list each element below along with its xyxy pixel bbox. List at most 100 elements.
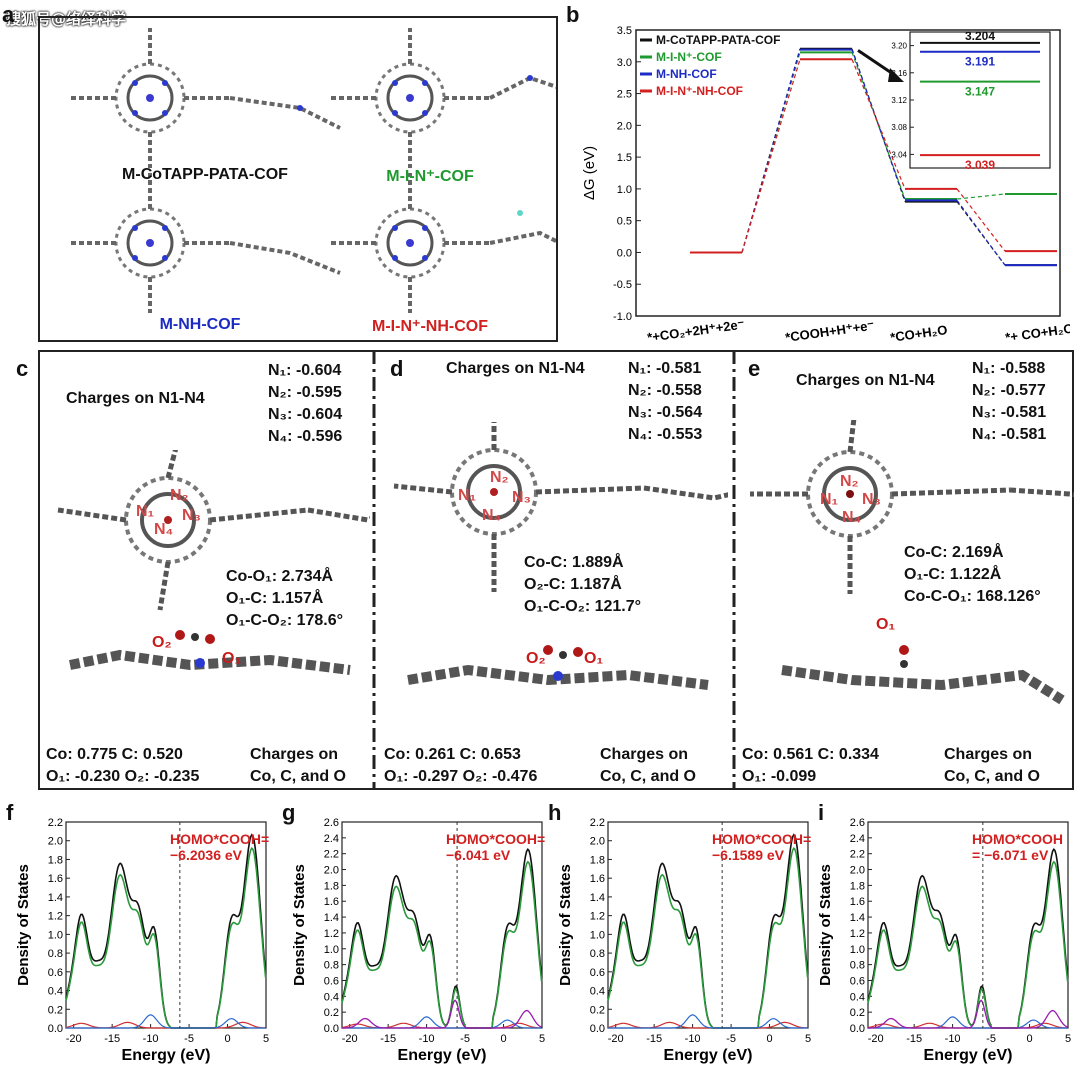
x-tick-label: 5 <box>263 1033 269 1045</box>
connector <box>956 201 1006 266</box>
x-axis-label: Energy (eV) <box>664 1047 753 1064</box>
panel-d-geometry: Co-C: 1.889Å O₂-C: 1.187Å O₁-C-O₂: 121.7° <box>524 554 642 615</box>
inset-value-label: 3.204 <box>965 29 995 43</box>
panel-a-frame: M-CoTAPP-PATA-COF M-I-N⁺-COF M-NH-COF M-… <box>38 16 558 342</box>
inset-y-tick-label: 3.16 <box>891 69 907 78</box>
panel-e-charges-caption: Charges on Co, C, and O <box>944 746 1040 785</box>
dos-chart-i: 0.0 0.2 0.4 0.6 0.8 1.0 1.2 1.4 1.6 1.8 2.0 2.2 2.4 2… <box>817 817 1071 1064</box>
y-tick-label: 0.5 <box>617 216 632 228</box>
y-tick-label: 1.6 <box>850 896 865 908</box>
x-tick-label: 0 <box>500 1033 506 1045</box>
x-tick-label: -20 <box>868 1033 884 1045</box>
y-axis-label: Density of States <box>291 864 308 986</box>
panel-d-charges-caption: Charges on Co, C, and O <box>600 746 696 785</box>
y-tick-label: 1.0 <box>590 929 605 941</box>
y-tick-label: 0.8 <box>324 960 339 972</box>
dos-green <box>341 860 543 1029</box>
dos-blue <box>608 1014 808 1029</box>
y-tick-label: 1.6 <box>324 896 339 908</box>
dos-total <box>341 848 543 1029</box>
connector <box>956 193 1006 200</box>
y-tick-label: 1.6 <box>590 873 605 885</box>
y-tick-label: 2.4 <box>850 833 865 845</box>
y-tick-label: 1.0 <box>48 929 63 941</box>
x-tick-label: -5 <box>184 1033 194 1045</box>
arrow-head <box>888 68 904 82</box>
y-tick-label: 2.0 <box>324 865 339 877</box>
homo-value: = −6.071 eV <box>972 847 1049 863</box>
connector <box>741 59 801 253</box>
atom-label: O₁ <box>584 650 604 667</box>
watermark: 搜狐号@络绎科学 <box>6 10 127 28</box>
y-tick-label: 1.0 <box>850 944 865 956</box>
y-tick-label: 1.8 <box>324 880 339 892</box>
panel-label-i: i <box>818 800 825 825</box>
panel-e-structure <box>750 420 1074 705</box>
ring-label: N₁ <box>136 503 155 520</box>
x-tick-label: 0 <box>1026 1033 1032 1045</box>
inset-value-label: 3.191 <box>965 55 995 69</box>
panel-label-c: c <box>16 356 29 381</box>
x-tick-label: -10 <box>685 1033 701 1045</box>
homo-label: HOMO*COOH <box>972 831 1063 847</box>
panel-label-g: g <box>282 800 296 825</box>
inset-y-tick-label: 3.04 <box>891 150 907 159</box>
y-tick-label: 0.0 <box>48 1023 63 1035</box>
dos-chart-h: 0.0 0.2 0.4 0.6 0.8 1.0 1.2 1.4 1.6 1.8 2.0 2.2 -20 -… <box>557 817 811 1064</box>
y-tick-label: 0.0 <box>617 247 632 259</box>
connector <box>956 199 1006 266</box>
svg-text:N₁: N₁ <box>820 491 839 508</box>
y-tick-label: 2.5 <box>617 89 632 101</box>
svg-text:N₃: N₃ <box>512 489 531 506</box>
y-tick-label: 3.0 <box>617 57 632 69</box>
panel-d-title: Charges on N1-N4 <box>446 360 585 377</box>
y-axis-label: Density of States <box>557 864 574 986</box>
y-tick-label: 0.0 <box>850 1023 865 1035</box>
legend-entry: M-I-N⁺-NH-COF <box>656 84 743 98</box>
inset-y-tick-label: 3.12 <box>891 96 907 105</box>
n-charge: N₄: -0.596 <box>268 428 343 445</box>
y-tick-label: 0.2 <box>324 1007 339 1019</box>
plot-frame <box>635 29 1061 317</box>
molecule-label: M-I-N⁺-COF <box>386 168 474 185</box>
y-tick-label: 0.6 <box>48 967 63 979</box>
panel-c-title: Charges on N1-N4 <box>66 390 205 407</box>
x-tick-label: 0 <box>224 1033 230 1045</box>
panel-d-n-charges: N₁: -0.581 N₂: -0.558 N₃: -0.564 N₄: -0.553 <box>628 360 703 443</box>
inset-value-label: 3.039 <box>965 158 995 172</box>
y-tick-label: 1.2 <box>48 911 63 923</box>
y-tick-label: 0.4 <box>850 991 865 1003</box>
inset-y-tick-label: 3.20 <box>891 42 907 51</box>
connector <box>851 59 906 190</box>
molecule-structures <box>68 26 556 315</box>
y-tick-label: 0.4 <box>48 986 63 998</box>
x-tick-label: -10 <box>143 1033 159 1045</box>
dos-green <box>867 860 1069 1029</box>
inset-value-label: 3.147 <box>965 85 995 99</box>
panels-cde-frame <box>38 350 1074 790</box>
dos-chart-f: 0.0 0.2 0.4 0.6 0.8 1.0 1.2 1.4 1.6 1.8 2.0 2.2 -20 -… <box>15 817 269 1064</box>
svg-text:N₄: N₄ <box>842 509 861 526</box>
y-tick-label: 2.2 <box>48 817 63 829</box>
y-tick-label: 1.4 <box>48 892 63 904</box>
x-tick-label: -5 <box>726 1033 736 1045</box>
homo-label: HOMO*COOH= <box>712 831 811 847</box>
x-tick-label: -10 <box>419 1033 435 1045</box>
y-tick-label: 0.6 <box>324 975 339 987</box>
x-axis-label: Energy (eV) <box>924 1047 1013 1064</box>
y-tick-label: 2.2 <box>324 849 339 861</box>
x-tick-label: 5 <box>1065 1033 1071 1045</box>
y-tick-label: 1.2 <box>590 911 605 923</box>
y-tick-label: 1.0 <box>617 184 632 196</box>
y-tick-label: 0.8 <box>590 948 605 960</box>
x-tick-label: 0 <box>766 1033 772 1045</box>
panel-dividers <box>372 350 736 790</box>
svg-text:N₃: N₃ <box>862 491 881 508</box>
y-tick-label: 0.2 <box>590 1004 605 1016</box>
y-tick-label: 0.6 <box>850 975 865 987</box>
homo-label: HOMO*COOH= <box>446 831 545 847</box>
ring-label: N₃ <box>182 507 201 524</box>
panel-e-geometry: Co-C: 2.169Å O₁-C: 1.122Å Co-C-O₁: 168.126… <box>904 544 1041 605</box>
svg-text:N₄: N₄ <box>482 507 501 524</box>
x-tick-label: *CO+H₂O <box>889 322 948 345</box>
